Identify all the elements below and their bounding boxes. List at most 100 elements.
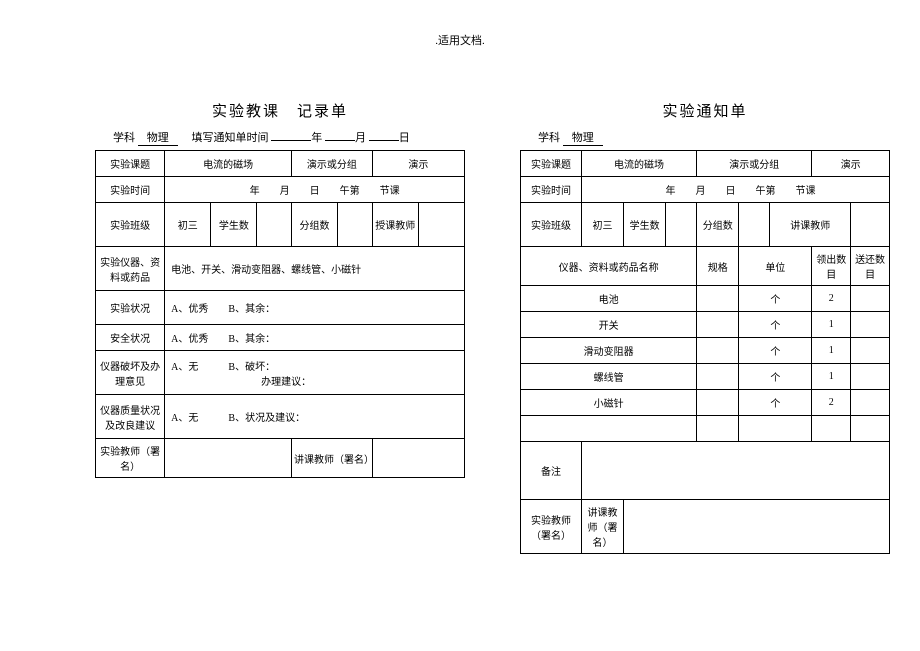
cell: 2	[812, 390, 851, 416]
table-row	[521, 416, 890, 442]
table-row: 仪器破坏及办理意见 A、无 B、破坏： 办理建议：	[96, 351, 465, 395]
cell: 备注	[521, 442, 582, 500]
left-form: 实验教课 记录单 学科 物理 填写通知单时间 年 月 日 实验课题 电流的磁场 …	[95, 100, 465, 478]
cell	[581, 442, 889, 500]
blank-year	[271, 140, 311, 141]
cell: 开关	[521, 312, 697, 338]
table-row: 开关 个 1	[521, 312, 890, 338]
cell: 分组数	[697, 203, 739, 247]
cell	[165, 439, 292, 478]
cell	[521, 416, 697, 442]
cell	[851, 338, 890, 364]
cell	[739, 416, 812, 442]
cell	[739, 203, 770, 247]
cell: 仪器破坏及办理意见	[96, 351, 165, 395]
left-title: 实验教课 记录单	[95, 100, 465, 121]
cell	[697, 286, 739, 312]
table-row: 实验班级 初三 学生数 分组数 讲课教师	[521, 203, 890, 247]
right-form: 实验通知单 学科 物理 实验课题 电流的磁场 演示或分组 演示 实验时间 年 月…	[520, 100, 890, 554]
cell: 实验教师（署名）	[521, 500, 582, 554]
table-row: 备注	[521, 442, 890, 500]
right-topline: 学科 物理	[520, 129, 890, 146]
cell: 螺线管	[521, 364, 697, 390]
cell: 仪器质量状况及改良建议	[96, 395, 165, 439]
right-table: 实验课题 电流的磁场 演示或分组 演示 实验时间 年 月 日 午第 节课 实验班…	[520, 150, 890, 554]
cell: 实验班级	[96, 203, 165, 247]
cell: 讲课教师（署名）	[292, 439, 373, 478]
subject-value: 物理	[563, 129, 603, 146]
cell	[624, 500, 890, 554]
cell: 1	[812, 364, 851, 390]
cell: 小磁针	[521, 390, 697, 416]
table-row: 仪器质量状况及改良建议 A、无 B、状况及建议：	[96, 395, 465, 439]
cell	[372, 439, 464, 478]
header-note: .适用文档.	[0, 32, 920, 48]
left-topline: 学科 物理 填写通知单时间 年 月 日	[95, 129, 465, 146]
right-title: 实验通知单	[520, 100, 890, 121]
cell	[697, 338, 739, 364]
cell: 演示或分组	[292, 151, 373, 177]
table-row: 实验课题 电流的磁场 演示或分组 演示	[521, 151, 890, 177]
cell	[697, 312, 739, 338]
table-row: 小磁针 个 2	[521, 390, 890, 416]
cell: 个	[739, 390, 812, 416]
cell: 实验班级	[521, 203, 582, 247]
cell	[851, 364, 890, 390]
cell: 年 月 日 午第 节课	[165, 177, 465, 203]
table-row: 实验教师（署名） 讲课教师（署名）	[521, 500, 890, 554]
cell: 电流的磁场	[165, 151, 292, 177]
cell	[851, 312, 890, 338]
cell: 安全状况	[96, 325, 165, 351]
cell: 实验教师（署名）	[96, 439, 165, 478]
cell: 单位	[739, 247, 812, 286]
year-label: 年	[311, 132, 322, 144]
notice-time-label: 填写通知单时间	[192, 132, 269, 144]
cell: 仪器、资料或药品名称	[521, 247, 697, 286]
table-row: 滑动变阻器 个 1	[521, 338, 890, 364]
cell: 演示或分组	[697, 151, 812, 177]
table-row: 实验教师（署名） 讲课教师（署名）	[96, 439, 465, 478]
cell: 学生数	[211, 203, 257, 247]
cell: 学生数	[624, 203, 666, 247]
table-row: 螺线管 个 1	[521, 364, 890, 390]
blank-month	[325, 140, 355, 141]
cell: A、优秀 B、其余：	[165, 325, 465, 351]
cell	[257, 203, 292, 247]
cell: 初三	[165, 203, 211, 247]
cell: 电池	[521, 286, 697, 312]
cell: 实验课题	[96, 151, 165, 177]
cell: 实验时间	[96, 177, 165, 203]
cell: 演示	[812, 151, 890, 177]
table-row: 安全状况 A、优秀 B、其余：	[96, 325, 465, 351]
cell	[697, 390, 739, 416]
cell: 个	[739, 338, 812, 364]
cell: 2	[812, 286, 851, 312]
table-row: 实验班级 初三 学生数 分组数 授课教师	[96, 203, 465, 247]
table-row: 实验课题 电流的磁场 演示或分组 演示	[96, 151, 465, 177]
cell: 实验时间	[521, 177, 582, 203]
cell	[666, 203, 697, 247]
cell: 领出数目	[812, 247, 851, 286]
cell: 实验状况	[96, 291, 165, 325]
month-label: 月	[355, 132, 366, 144]
cell: A、无 B、状况及建议：	[165, 395, 465, 439]
subject-value: 物理	[138, 129, 178, 146]
cell: 初三	[581, 203, 623, 247]
cell: 电池、开关、滑动变阻器、螺线管、小磁针	[165, 247, 465, 291]
cell: 个	[739, 312, 812, 338]
cell: A、优秀 B、其余：	[165, 291, 465, 325]
left-table: 实验课题 电流的磁场 演示或分组 演示 实验时间 年 月 日 午第 节课 实验班…	[95, 150, 465, 478]
cell: 实验课题	[521, 151, 582, 177]
cell	[697, 364, 739, 390]
cell: 滑动变阻器	[521, 338, 697, 364]
cell: 个	[739, 286, 812, 312]
cell: 电流的磁场	[581, 151, 696, 177]
day-label: 日	[399, 132, 410, 144]
cell	[697, 416, 739, 442]
cell	[812, 416, 851, 442]
cell	[851, 390, 890, 416]
cell: 年 月 日 午第 节课	[581, 177, 889, 203]
subject-label: 学科	[113, 132, 135, 144]
cell: 个	[739, 364, 812, 390]
table-row: 实验状况 A、优秀 B、其余：	[96, 291, 465, 325]
